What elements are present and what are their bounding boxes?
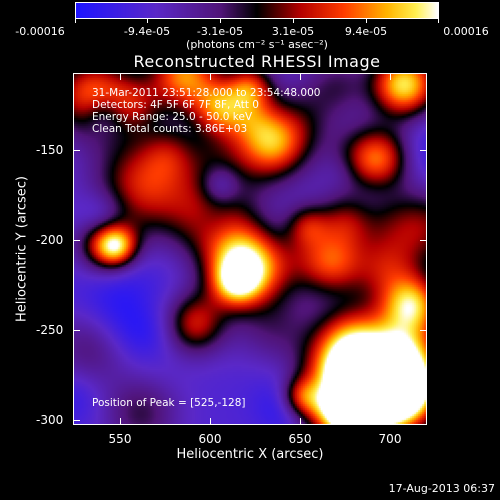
colorbar-tick: [220, 19, 221, 23]
info-time-range: 31-Mar-2011 23:51:28.000 to 23:54:48.000: [92, 87, 321, 99]
y-tick-right: [420, 330, 427, 331]
x-tick: [120, 418, 121, 425]
colorbar-tick: [293, 19, 294, 23]
x-tick: [390, 418, 391, 425]
y-tick-label: -300: [36, 413, 64, 427]
colorbar-label: -0.00016: [15, 25, 65, 38]
info-method-counts: Clean Total counts: 3.86E+03: [92, 123, 248, 135]
colorbar: [75, 2, 439, 19]
x-tick-label: 650: [288, 432, 312, 446]
rhessi-map: [74, 74, 426, 424]
y-tick: [73, 330, 80, 331]
x-axis-title: Heliocentric X (arcsec): [176, 447, 324, 462]
colorbar-tick: [75, 19, 76, 23]
x-tick-top: [120, 73, 121, 80]
colorbar-gradient: [76, 3, 438, 18]
colorbar-tick: [366, 19, 367, 23]
colorbar-label: 0.00016: [443, 25, 489, 38]
y-tick: [73, 420, 80, 421]
info-peak-position: Position of Peak = [525,-128]: [92, 397, 246, 409]
y-axis-title: Heliocentric Y (arcsec): [14, 176, 30, 322]
x-tick-top: [300, 73, 301, 80]
colorbar-units: (photons cm⁻² s⁻¹ asec⁻²): [186, 38, 328, 51]
x-tick-label: 600: [198, 432, 222, 446]
y-tick: [73, 150, 80, 151]
colorbar-label: -3.1e-05: [196, 25, 244, 38]
image-plot: [73, 73, 427, 425]
colorbar-tick: [438, 19, 439, 23]
y-tick-label: -250: [36, 323, 64, 337]
y-tick-right: [420, 240, 427, 241]
y-tick-right: [420, 150, 427, 151]
colorbar-label: 9.4e-05: [344, 25, 388, 38]
x-tick-top: [390, 73, 391, 80]
colorbar-label: 3.1e-05: [271, 25, 315, 38]
render-timestamp: 17-Aug-2013 06:37: [388, 482, 495, 495]
x-tick: [210, 418, 211, 425]
image-title: Reconstructed RHESSI Image: [133, 52, 381, 71]
colorbar-tick: [147, 19, 148, 23]
y-tick-label: -200: [36, 233, 64, 247]
x-tick: [300, 418, 301, 425]
y-tick: [73, 240, 80, 241]
info-energy-range: Energy Range: 25.0 - 50.0 keV: [92, 111, 253, 123]
x-tick-top: [210, 73, 211, 80]
x-tick-label: 550: [108, 432, 132, 446]
info-detectors: Detectors: 4F 5F 6F 7F 8F, Att 0: [92, 99, 259, 111]
x-tick-label: 700: [378, 432, 402, 446]
colorbar-label: -9.4e-05: [123, 25, 171, 38]
y-tick-label: -150: [36, 143, 64, 157]
